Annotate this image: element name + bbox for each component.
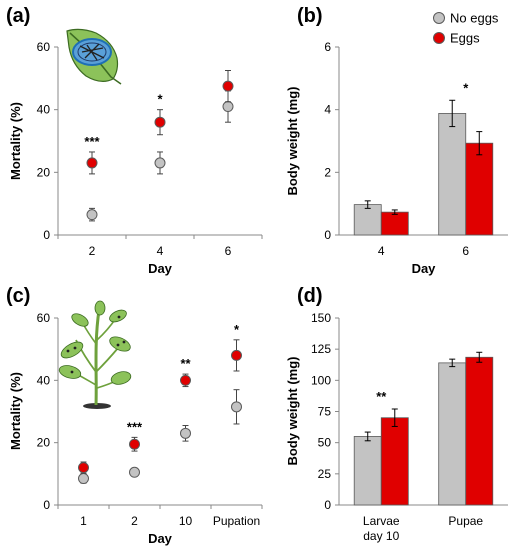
x-axis-title: Day: [148, 261, 173, 276]
y-tick-label: 25: [318, 467, 332, 481]
panel-d-label: (d): [297, 285, 323, 307]
x-tick-label-line: day 10: [363, 529, 399, 543]
panel-b-label: (b): [297, 5, 323, 27]
legend-marker-no-eggs: [433, 12, 445, 24]
y-tick-label: 60: [37, 40, 51, 54]
bar-no-eggs: [438, 362, 467, 506]
point-no-eggs: [129, 466, 140, 478]
x-tick-label: 4: [157, 244, 164, 258]
x-tick-label: 2: [89, 244, 96, 258]
legend-marker-eggs: [433, 32, 445, 44]
x-tick-label: 6: [462, 244, 469, 258]
significance-label: **: [180, 356, 191, 371]
point-eggs: [180, 374, 191, 386]
point-no-eggs: [78, 473, 89, 485]
leaf-icon: [66, 28, 122, 85]
y-tick-label: 125: [311, 342, 331, 356]
y-tick-label: 6: [324, 40, 331, 54]
chart-d: 0 25 50 75 100 125 150 Larvae day 10 Pupae Body we…: [285, 311, 508, 543]
y-axis-title: Body weight (mg): [285, 356, 300, 465]
panel-a-label: (a): [6, 5, 30, 27]
point-eggs: [129, 438, 140, 450]
y-tick-label: 50: [318, 436, 332, 450]
x-tick-label: 2: [131, 514, 138, 528]
x-tick-label: 1: [80, 514, 87, 528]
y-tick-label: 75: [318, 405, 332, 419]
x-tick-label: Pupae: [448, 514, 483, 528]
y-tick-label: 4: [324, 103, 331, 117]
y-tick-label: 40: [37, 373, 51, 387]
x-axis-title: Day: [148, 531, 173, 546]
point-no-eggs: [180, 427, 191, 439]
bar-no-eggs: [353, 204, 382, 236]
legend: No eggs Eggs: [433, 11, 499, 46]
y-tick-label: 150: [311, 311, 331, 325]
point-no-eggs: [86, 209, 98, 221]
point-eggs: [154, 116, 166, 128]
legend-label-eggs: Eggs: [450, 31, 480, 46]
y-tick-label: 100: [311, 373, 331, 387]
significance-label: *: [234, 322, 240, 337]
x-axis-title: Day: [412, 261, 437, 276]
y-tick-label: 2: [324, 165, 331, 179]
y-tick-label: 0: [324, 228, 331, 242]
x-tick-label: 6: [225, 244, 232, 258]
point-eggs: [78, 462, 89, 474]
significance-label: ***: [84, 134, 100, 149]
y-tick-label: 0: [43, 228, 50, 242]
x-tick-label: 4: [378, 244, 385, 258]
significance-label: ***: [127, 419, 143, 434]
bar-eggs: [465, 356, 494, 506]
point-no-eggs: [222, 101, 234, 113]
y-axis-title: Mortality (%): [8, 102, 23, 180]
x-tick-label-line: Pupae: [448, 514, 483, 528]
x-tick-label-line: Larvae: [363, 514, 400, 528]
bar-no-eggs: [438, 113, 467, 236]
significance-label: *: [157, 92, 163, 107]
point-eggs: [222, 80, 234, 92]
significance-label: **: [376, 389, 387, 404]
x-tick-label: Larvae day 10: [363, 514, 400, 543]
point-eggs: [231, 349, 242, 361]
y-axis-title: Body weight (mg): [285, 86, 300, 195]
panel-b: (b) No eggs Eggs 0 2 4 6 4 6 Body weight (mg) D…: [285, 5, 508, 276]
x-tick-label: 10: [179, 514, 193, 528]
point-no-eggs: [154, 157, 166, 169]
y-tick-label: 0: [43, 498, 50, 512]
bar-eggs: [380, 417, 409, 506]
bar-eggs: [465, 142, 494, 236]
chart-b: 0 2 4 6 4 6 Body weight (mg) Day *: [285, 40, 508, 276]
y-tick-label: 0: [324, 498, 331, 512]
legend-label-no-eggs: No eggs: [450, 11, 499, 26]
significance-label: *: [463, 80, 469, 95]
point-no-eggs: [231, 401, 242, 413]
panel-c: (c) 0 20 40 60 1 2 10 Pupation Mortality (%) Day *…: [6, 285, 263, 546]
plant-icon: [58, 300, 132, 409]
y-tick-label: 60: [37, 311, 51, 325]
y-tick-label: 20: [37, 436, 51, 450]
point-eggs: [86, 157, 98, 169]
bar-eggs: [380, 211, 409, 236]
x-tick-label: Pupation: [213, 514, 260, 528]
panel-c-label: (c): [6, 285, 30, 307]
bar-no-eggs: [353, 436, 382, 506]
y-tick-label: 40: [37, 103, 51, 117]
y-tick-label: 20: [37, 165, 51, 179]
y-axis-title: Mortality (%): [8, 372, 23, 450]
panel-d: (d) 0 25 50 75 100 125 150 Larvae day 10 Pupae Bod…: [285, 285, 508, 543]
